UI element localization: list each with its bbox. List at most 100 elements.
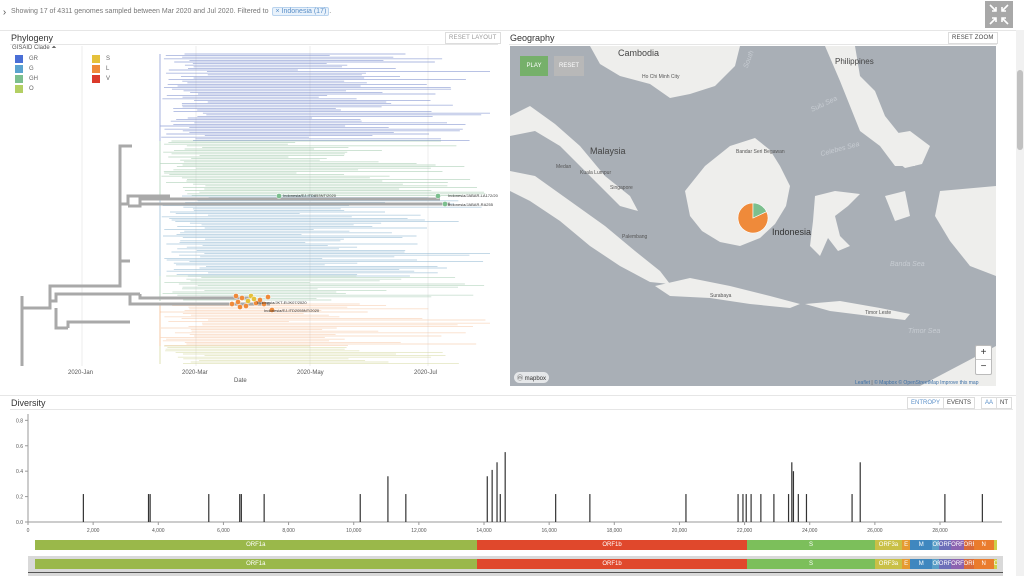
- tip-label[interactable]: Indonesia/JKT-EIJK07/2020: [257, 300, 307, 305]
- pie-slice-gh[interactable]: [752, 202, 767, 219]
- tree-tip[interactable]: [235, 299, 241, 305]
- legend-swatch: [92, 55, 100, 63]
- aa-nt-toggle: AA NT: [981, 397, 1013, 409]
- tree-tip[interactable]: [261, 301, 267, 307]
- gene-orf1a[interactable]: ORF1a: [35, 559, 477, 569]
- gene-orf7[interactable]: ORF7: [938, 540, 952, 550]
- gene-orf14[interactable]: [993, 540, 997, 550]
- gene-n[interactable]: N: [973, 540, 994, 550]
- gene-orf1b[interactable]: ORF1b: [476, 559, 748, 569]
- gene-orf9[interactable]: ORF9: [963, 559, 974, 569]
- tree-tip[interactable]: [239, 295, 245, 301]
- gene-map-secondary[interactable]: ORF1a ORF1b S ORF3a E M ORF6 ORF7 ORF8 O…: [35, 559, 997, 569]
- gene-e[interactable]: E: [902, 540, 911, 550]
- gene-s[interactable]: S: [747, 559, 875, 569]
- page-scrollbar[interactable]: [1016, 30, 1024, 576]
- legend-item-l[interactable]: L: [92, 65, 172, 73]
- events-toggle[interactable]: EVENTS: [943, 398, 974, 408]
- mapbox-link[interactable]: © Mapbox: [874, 380, 897, 386]
- remove-filter-icon[interactable]: ×: [275, 8, 280, 15]
- gene-orf6[interactable]: ORF6: [932, 559, 939, 569]
- land-papua: [935, 186, 996, 276]
- mapbox-logo[interactable]: ⓜ mapbox: [514, 372, 550, 383]
- gene-orf1a[interactable]: ORF1a: [35, 540, 477, 550]
- leaflet-link[interactable]: Leaflet: [855, 380, 871, 386]
- reset-zoom-button[interactable]: RESET ZOOM: [948, 32, 998, 44]
- legend-title[interactable]: GISAID Clade ⏶: [12, 45, 57, 51]
- x-tick-label: 8,000: [282, 528, 295, 534]
- tip-label[interactable]: Indonesia/EJ-ITD2055NT/2020: [264, 308, 320, 313]
- map-city-label: Kuala Lumpur: [580, 170, 612, 176]
- tree-tip[interactable]: [442, 201, 448, 207]
- gene-orf6[interactable]: ORF6: [932, 540, 939, 550]
- fullscreen-toggle-icon[interactable]: [985, 1, 1013, 28]
- tree-tip[interactable]: [276, 193, 282, 199]
- nt-toggle[interactable]: NT: [996, 398, 1011, 408]
- tree-tip[interactable]: [245, 298, 251, 304]
- land-indochina: [590, 46, 740, 98]
- tip-label[interactable]: Indonesia/JABAR-RA255: [448, 202, 493, 207]
- tree-tip[interactable]: [251, 296, 257, 302]
- legend-item-o[interactable]: O: [15, 85, 95, 93]
- gene-orf7[interactable]: ORF7: [938, 559, 952, 569]
- tree-filtered-branch: [54, 308, 68, 330]
- x-tick-label: 24,000: [802, 528, 818, 534]
- tree-tip[interactable]: [269, 307, 275, 313]
- gene-n[interactable]: N: [973, 559, 994, 569]
- gene-map-primary[interactable]: ORF1a ORF1b S ORF3a E M ORF6 ORF7 ORF8 O…: [35, 540, 997, 550]
- reset-button[interactable]: RESET: [554, 56, 584, 76]
- legend-item-s[interactable]: S: [92, 55, 172, 63]
- tip-label[interactable]: Indonesia/JABAR-LA172/20: [448, 193, 498, 198]
- phylogeny-title: Phylogeny: [11, 33, 54, 43]
- gene-orf14[interactable]: ORF14: [993, 559, 997, 569]
- tree-filtered-branch: [138, 294, 250, 300]
- gene-orf8[interactable]: ORF8: [951, 540, 964, 550]
- entropy-chart[interactable]: 0.0 0.2 0.4 0.6 0.8 0 2,000 4,000 6,000 8,000 10,0…: [0, 410, 1014, 540]
- y-tick-label: 0.0: [16, 520, 23, 526]
- gene-orf9[interactable]: ORF9: [963, 540, 974, 550]
- map-view[interactable]: PLAY RESET Cambodia Philippines Malaysia…: [510, 46, 996, 386]
- gene-orf1b[interactable]: ORF1b: [476, 540, 748, 550]
- scrollbar-thumb[interactable]: [1017, 70, 1023, 150]
- filter-chip[interactable]: × Indonesia (17): [272, 7, 330, 16]
- legend-collapse-icon[interactable]: ⏶: [49, 45, 57, 51]
- gene-orf3a[interactable]: ORF3a: [874, 559, 903, 569]
- gene-m[interactable]: M: [910, 559, 933, 569]
- x-tick-label: 16,000: [542, 528, 558, 534]
- tree-tip[interactable]: [265, 294, 271, 300]
- map-city-label: Medan: [556, 164, 572, 170]
- gene-e[interactable]: E: [902, 559, 911, 569]
- play-button[interactable]: PLAY: [520, 56, 548, 76]
- pie-slice-l[interactable]: [737, 202, 769, 234]
- tree-tip[interactable]: [257, 297, 263, 303]
- aa-toggle[interactable]: AA: [985, 400, 994, 406]
- tree-tip[interactable]: [233, 293, 239, 299]
- improve-map-link[interactable]: Improve this map: [940, 380, 979, 386]
- legend-item-v[interactable]: V: [92, 75, 172, 83]
- phylogeny-tree[interactable]: [10, 46, 505, 391]
- tree-tip[interactable]: [243, 303, 249, 309]
- legend-item-gh[interactable]: GH: [15, 75, 95, 83]
- indonesia-pie-marker[interactable]: [736, 201, 770, 235]
- geography-title-underline: [509, 44, 997, 45]
- entropy-toggle[interactable]: ENTROPY: [911, 400, 941, 406]
- osm-link[interactable]: © OpenStreetMap: [898, 380, 939, 386]
- tip-label[interactable]: Indonesia/EJ-ITD853NT/2020: [283, 193, 336, 198]
- land-malay-peninsula: [510, 106, 638, 211]
- land-lesser-sunda: [805, 301, 910, 320]
- tree-tip[interactable]: [229, 301, 235, 307]
- reset-layout-button[interactable]: RESET LAYOUT: [445, 32, 501, 44]
- tree-tip[interactable]: [435, 193, 441, 199]
- tree-tip[interactable]: [237, 304, 243, 310]
- gene-m[interactable]: M: [910, 540, 933, 550]
- map-place-label: Indonesia: [772, 227, 812, 237]
- legend-item-g[interactable]: G: [15, 65, 95, 73]
- land-sulawesi: [810, 191, 860, 256]
- zoom-in-button[interactable]: +: [980, 347, 987, 358]
- legend-item-gr[interactable]: GR: [15, 55, 95, 63]
- sidebar-toggle-icon[interactable]: ›: [2, 7, 7, 18]
- gene-orf8[interactable]: ORF8: [951, 559, 964, 569]
- gene-orf3a[interactable]: ORF3a: [874, 540, 903, 550]
- zoom-out-button[interactable]: −: [976, 359, 991, 373]
- gene-s[interactable]: S: [747, 540, 875, 550]
